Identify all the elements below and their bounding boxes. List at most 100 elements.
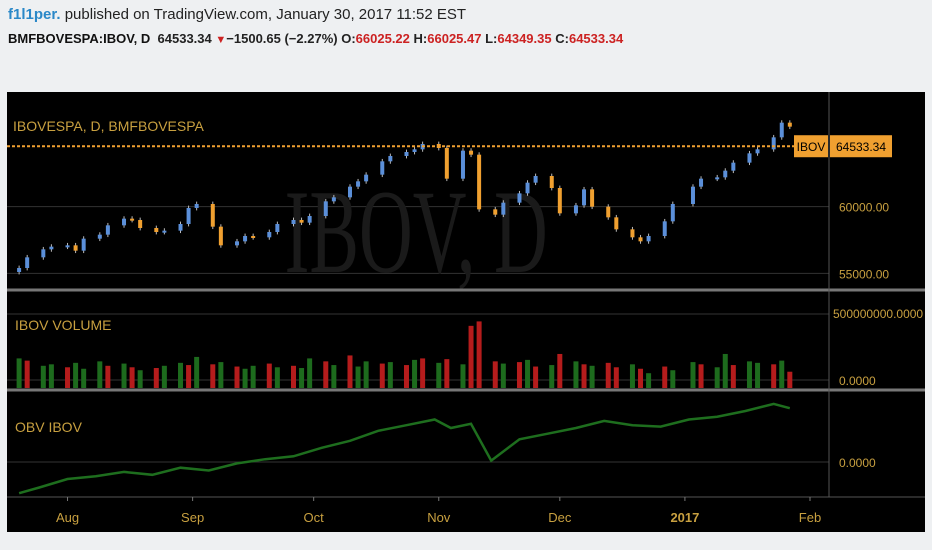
volume-bar[interactable] — [178, 362, 184, 388]
volume-bar[interactable] — [533, 366, 539, 388]
volume-bar[interactable] — [581, 364, 587, 388]
volume-bar[interactable] — [16, 358, 22, 388]
candle[interactable] — [630, 229, 635, 238]
volume-bar[interactable] — [250, 365, 256, 388]
volume-bar[interactable] — [403, 365, 409, 388]
volume-bar[interactable] — [549, 365, 555, 388]
candle[interactable] — [501, 202, 506, 215]
volume-bar[interactable] — [186, 365, 192, 388]
volume-bar[interactable] — [468, 325, 474, 388]
candle[interactable] — [49, 246, 54, 250]
volume-pane[interactable] — [16, 321, 793, 388]
candle[interactable] — [690, 186, 695, 204]
volume-bar[interactable] — [698, 364, 704, 388]
candle[interactable] — [154, 228, 159, 232]
volume-bar[interactable] — [500, 363, 506, 388]
candle[interactable] — [771, 137, 776, 150]
volume-bar[interactable] — [387, 362, 393, 388]
candle[interactable] — [380, 161, 385, 175]
candle[interactable] — [331, 197, 336, 202]
volume-bar[interactable] — [331, 365, 337, 388]
candle[interactable] — [105, 225, 110, 235]
candle[interactable] — [715, 177, 720, 180]
volume-bar[interactable] — [323, 361, 329, 388]
candle[interactable] — [17, 268, 22, 272]
volume-bar[interactable] — [194, 356, 200, 388]
candle[interactable] — [243, 236, 248, 242]
candle[interactable] — [573, 205, 578, 214]
price-axis[interactable]: 60000.00 55000.00 500000000.0000 0.0000 0.00… — [833, 201, 923, 470]
candle[interactable] — [646, 236, 651, 242]
candle[interactable] — [517, 193, 522, 203]
candle[interactable] — [787, 122, 792, 127]
candle[interactable] — [323, 201, 328, 216]
candle[interactable] — [493, 209, 498, 215]
obv-line[interactable] — [18, 402, 791, 495]
volume-bar[interactable] — [355, 366, 361, 388]
candle[interactable] — [614, 217, 619, 230]
volume-bar[interactable] — [730, 365, 736, 388]
candle[interactable] — [549, 176, 554, 188]
volume-bar[interactable] — [755, 362, 761, 388]
volume-bar[interactable] — [646, 373, 652, 388]
candle[interactable] — [460, 150, 465, 179]
volume-bar[interactable] — [690, 362, 696, 388]
candle[interactable] — [582, 189, 587, 206]
volume-bar[interactable] — [290, 365, 296, 388]
candle[interactable] — [557, 188, 562, 214]
candle[interactable] — [97, 234, 102, 239]
volume-bar[interactable] — [299, 368, 305, 388]
volume-bar[interactable] — [65, 367, 71, 388]
candle[interactable] — [747, 153, 752, 163]
volume-bar[interactable] — [771, 364, 777, 388]
volume-bar[interactable] — [81, 368, 87, 388]
candle[interactable] — [162, 230, 167, 233]
volume-bar[interactable] — [722, 353, 728, 388]
price-pane[interactable]: IBOV 64533.34 — [7, 120, 892, 275]
candle[interactable] — [731, 162, 736, 171]
volume-bar[interactable] — [48, 364, 54, 388]
candle[interactable] — [662, 221, 667, 236]
volume-bar[interactable] — [516, 362, 522, 388]
volume-bar[interactable] — [589, 365, 595, 388]
volume-bar[interactable] — [379, 363, 385, 388]
candle[interactable] — [412, 149, 417, 152]
volume-bar[interactable] — [492, 361, 498, 388]
candle[interactable] — [525, 182, 530, 194]
volume-bar[interactable] — [307, 358, 313, 388]
volume-bar[interactable] — [153, 368, 159, 388]
volume-bar[interactable] — [420, 358, 426, 388]
volume-bar[interactable] — [436, 362, 442, 388]
candle[interactable] — [670, 204, 675, 222]
candle[interactable] — [469, 150, 474, 155]
candle[interactable] — [41, 249, 46, 258]
volume-bar[interactable] — [40, 365, 46, 388]
volume-bar[interactable] — [444, 359, 450, 388]
volume-bar[interactable] — [105, 365, 111, 388]
volume-bar[interactable] — [266, 363, 272, 388]
volume-bar[interactable] — [573, 361, 579, 388]
candle[interactable] — [533, 176, 538, 183]
time-axis[interactable]: Aug Sep Oct Nov Dec 2017 Feb — [56, 497, 821, 525]
volume-bar[interactable] — [670, 370, 676, 388]
volume-bar[interactable] — [779, 360, 785, 388]
volume-bar[interactable] — [161, 365, 167, 388]
volume-bar[interactable] — [714, 367, 720, 388]
volume-bar[interactable] — [746, 361, 752, 388]
volume-bar[interactable] — [605, 362, 611, 388]
volume-bar[interactable] — [557, 353, 563, 388]
volume-bar[interactable] — [629, 364, 635, 388]
candle[interactable] — [73, 245, 78, 251]
volume-bar[interactable] — [274, 367, 280, 388]
candle[interactable] — [218, 226, 223, 246]
candle[interactable] — [444, 148, 449, 179]
volume-bar[interactable] — [24, 360, 30, 388]
candle[interactable] — [638, 237, 643, 242]
volume-bar[interactable] — [662, 366, 668, 388]
candle[interactable] — [723, 170, 728, 178]
candle[interactable] — [347, 186, 352, 198]
candle[interactable] — [65, 245, 70, 248]
volume-bar[interactable] — [129, 367, 135, 388]
candle[interactable] — [178, 224, 183, 231]
volume-bar[interactable] — [638, 368, 644, 388]
